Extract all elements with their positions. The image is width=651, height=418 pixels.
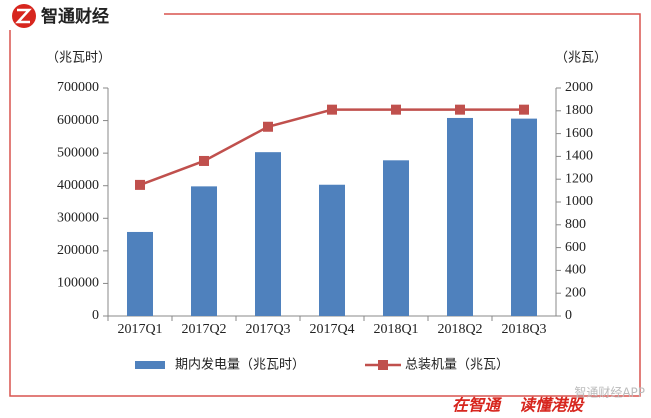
x-tick-label: 2017Q3 bbox=[245, 322, 290, 337]
line-marker bbox=[455, 104, 465, 115]
x-tick-label: 2018Q3 bbox=[501, 322, 546, 337]
bar bbox=[255, 152, 281, 316]
y2-tick-label: 1600 bbox=[565, 126, 593, 141]
y-tick-label: 200000 bbox=[57, 243, 99, 258]
x-tick-label: 2017Q1 bbox=[117, 322, 162, 337]
x-tick-label: 2018Q2 bbox=[437, 322, 482, 337]
y-tick-label: 600000 bbox=[57, 113, 99, 128]
line-marker bbox=[391, 104, 401, 115]
bar bbox=[127, 231, 153, 316]
watermark: 智通财经APP bbox=[574, 385, 645, 400]
line-marker bbox=[263, 121, 273, 132]
y2-tick-label: 0 bbox=[565, 308, 572, 323]
line-marker bbox=[199, 155, 209, 166]
y-tick-label: 500000 bbox=[57, 145, 99, 160]
line-marker bbox=[327, 104, 337, 115]
slogan-right: 读懂港股 bbox=[519, 396, 585, 415]
slogan-left: 在智通 bbox=[452, 396, 503, 415]
bar bbox=[319, 184, 345, 316]
legend-label: 总装机量（兆瓦） bbox=[405, 358, 509, 373]
y2-tick-label: 2000 bbox=[565, 80, 593, 95]
y2-tick-label: 800 bbox=[565, 217, 586, 232]
y-tick-label: 300000 bbox=[57, 211, 99, 226]
y2-tick-label: 400 bbox=[565, 263, 586, 278]
y-tick-label: 0 bbox=[92, 308, 99, 323]
y2-tick-label: 1400 bbox=[565, 149, 593, 164]
y-tick-label: 400000 bbox=[57, 178, 99, 193]
legend-swatch-marker bbox=[378, 360, 388, 370]
y2-tick-label: 1800 bbox=[565, 103, 593, 118]
legend-label: 期内发电量（兆瓦时） bbox=[175, 357, 305, 373]
line-marker bbox=[135, 179, 145, 190]
y2-tick-label: 200 bbox=[565, 285, 586, 300]
bar bbox=[383, 160, 409, 316]
x-tick-label: 2018Q1 bbox=[373, 322, 418, 337]
frame bbox=[9, 13, 641, 397]
x-tick-label: 2017Q4 bbox=[309, 322, 354, 337]
y2-tick-label: 600 bbox=[565, 240, 586, 255]
y-tick-label: 700000 bbox=[57, 80, 99, 95]
legend-swatch bbox=[135, 361, 165, 369]
y2-tick-label: 1200 bbox=[565, 171, 593, 186]
x-tick-label: 2017Q2 bbox=[181, 322, 226, 337]
bar bbox=[447, 117, 473, 316]
y2-tick-label: 1000 bbox=[565, 194, 593, 209]
bar bbox=[511, 118, 537, 316]
y-tick-label: 100000 bbox=[57, 276, 99, 291]
y2-axis-label: （兆瓦） bbox=[555, 51, 607, 66]
bar bbox=[191, 186, 217, 316]
brand: 智通财经 bbox=[41, 6, 109, 27]
y-axis-label: （兆瓦时） bbox=[46, 51, 111, 66]
line-marker bbox=[519, 104, 529, 115]
logo-mark bbox=[15, 8, 32, 24]
